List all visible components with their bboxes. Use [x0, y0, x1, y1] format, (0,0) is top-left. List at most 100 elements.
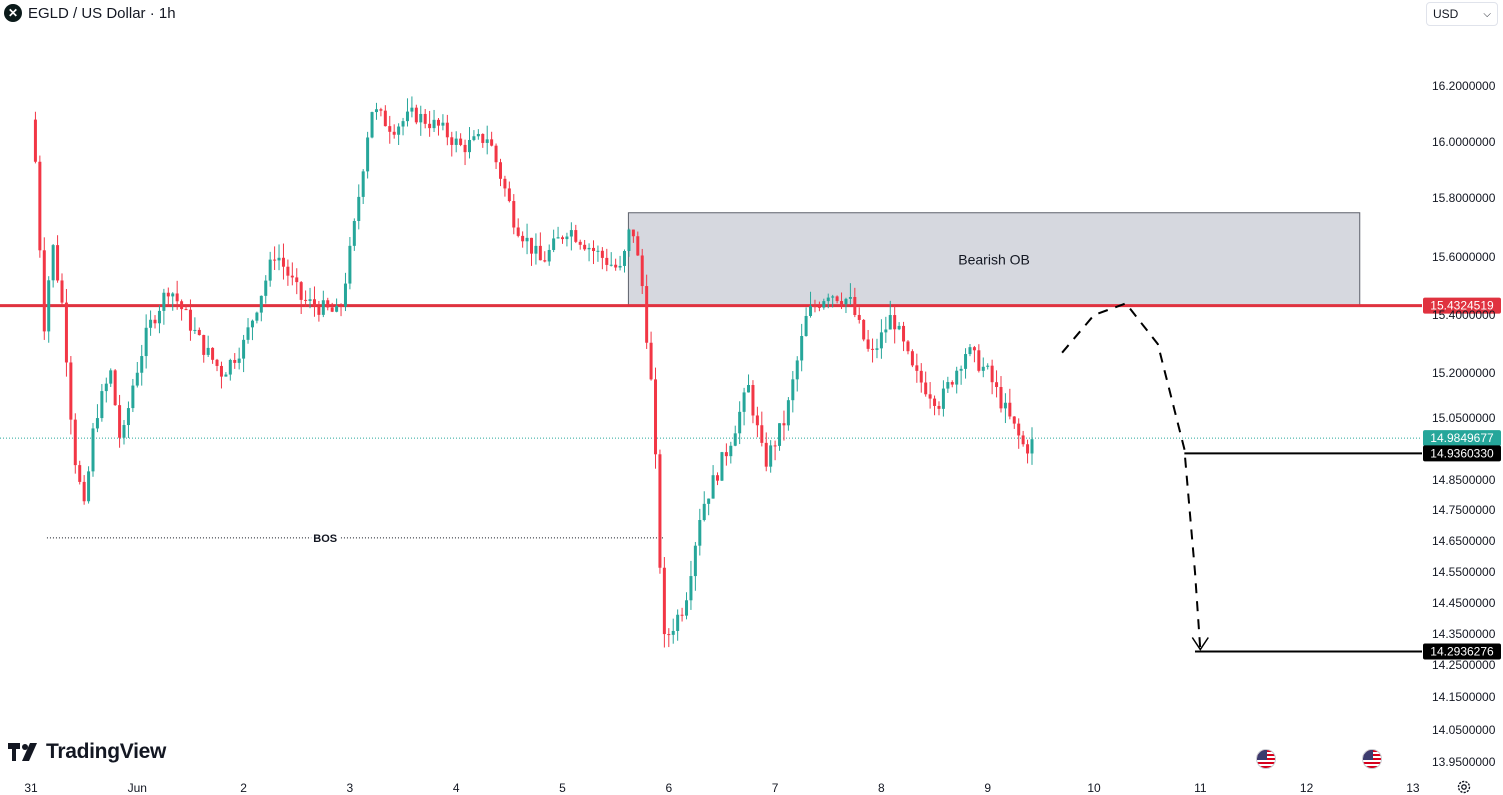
candle-body — [857, 314, 861, 320]
candle-body — [671, 630, 675, 635]
y-tick-label: 14.3500000 — [1432, 627, 1496, 641]
candle-body — [299, 282, 303, 300]
candle-body — [977, 350, 981, 371]
candle-body — [405, 111, 409, 122]
candle-body — [162, 292, 166, 311]
candle-body — [853, 296, 857, 315]
candle-body — [964, 354, 968, 369]
candle-body — [933, 398, 937, 406]
candle-body — [1003, 402, 1007, 409]
candle-body — [109, 370, 113, 384]
candle-body — [166, 292, 170, 297]
y-tick-label: 15.8000000 — [1432, 191, 1496, 205]
currency-select[interactable]: USD ⌵ — [1426, 2, 1498, 26]
y-tick-label: 16.0000000 — [1432, 135, 1496, 149]
candle-body — [290, 275, 294, 278]
candle-body — [476, 133, 480, 137]
y-tick-label: 15.2000000 — [1432, 366, 1496, 380]
candle-body — [118, 405, 122, 438]
candle-body — [667, 634, 671, 636]
candle-body — [928, 394, 932, 399]
target-2-price-tag: 14.2936276 — [1430, 644, 1494, 658]
candle-body — [374, 109, 378, 113]
candle-body — [383, 110, 387, 127]
candle-body — [742, 392, 746, 412]
candle-body — [995, 382, 999, 388]
us-flag-icon[interactable] — [1256, 749, 1276, 769]
candle-body — [769, 445, 773, 467]
candle-body — [1012, 416, 1016, 424]
candle-body — [689, 576, 693, 601]
candle-body — [131, 385, 135, 409]
y-tick-label: 14.1500000 — [1432, 690, 1496, 704]
x-tick-label: 10 — [1087, 781, 1101, 795]
tradingview-logo-icon — [8, 743, 40, 761]
candle-body — [250, 320, 254, 328]
us-flag-icon[interactable] — [1362, 749, 1382, 769]
candle-body — [707, 498, 711, 504]
candle-body — [135, 372, 139, 386]
candle-body — [981, 366, 985, 371]
y-tick-label: 14.5500000 — [1432, 565, 1496, 579]
chevron-down-icon: ⌵ — [1483, 8, 1491, 20]
candle-body — [955, 370, 959, 385]
candle-body — [587, 247, 591, 250]
target-1-price-tag: 14.9360330 — [1430, 446, 1494, 460]
candle-body — [720, 452, 724, 481]
candle-body — [140, 356, 144, 373]
candle-body — [175, 293, 179, 302]
gear-icon[interactable] — [1456, 779, 1472, 795]
x-tick-label: 2 — [240, 781, 247, 795]
candle-body — [609, 264, 613, 266]
candle-body — [556, 237, 560, 239]
target-1-price-tag-bg — [1423, 445, 1501, 462]
candle-body — [525, 237, 529, 242]
candle-body — [445, 122, 449, 138]
candle-body — [242, 339, 246, 359]
candle-body — [47, 280, 51, 332]
candle-body — [273, 259, 277, 261]
candle-body — [503, 178, 507, 189]
candle-body — [459, 138, 463, 145]
candle-body — [180, 301, 184, 310]
candle-body — [800, 336, 804, 361]
candle-body — [361, 171, 365, 197]
x-tick-label: 6 — [665, 781, 672, 795]
y-tick-label: 15.0500000 — [1432, 411, 1496, 425]
candle-body — [122, 425, 126, 438]
candle-body — [157, 310, 161, 324]
candle-body — [397, 126, 401, 135]
candle-body — [649, 342, 653, 380]
tradingview-brand[interactable]: TradingView — [8, 740, 166, 764]
candle-body — [831, 296, 835, 298]
candle-body — [281, 257, 285, 267]
candle-body — [82, 481, 86, 502]
candle-body — [538, 245, 542, 261]
candle-body — [33, 119, 37, 162]
projection-path — [1061, 302, 1202, 650]
candle-body — [357, 196, 361, 221]
candle-body — [618, 265, 622, 268]
candle-body — [153, 319, 157, 324]
candle-body — [848, 296, 852, 299]
candle-body — [583, 244, 587, 250]
candle-body — [999, 387, 1003, 409]
candle-body — [596, 250, 600, 252]
candle-body — [605, 257, 609, 265]
candle-body — [693, 545, 697, 577]
candle-body — [246, 327, 250, 340]
candle-body — [817, 306, 821, 308]
candle-body — [990, 365, 994, 383]
resistance-price-tag: 15.4324519 — [1430, 299, 1494, 313]
candle-body — [56, 245, 60, 281]
candle-body — [423, 113, 427, 124]
candle-body — [645, 286, 649, 343]
candle-body — [716, 475, 720, 481]
symbol-title[interactable]: EGLD / US Dollar · 1h — [28, 4, 176, 22]
bearish-ob-zone — [627, 212, 1361, 307]
candle-body — [937, 405, 941, 409]
candle-body — [915, 365, 919, 371]
candle-body — [78, 465, 82, 482]
candle-body — [795, 360, 799, 380]
